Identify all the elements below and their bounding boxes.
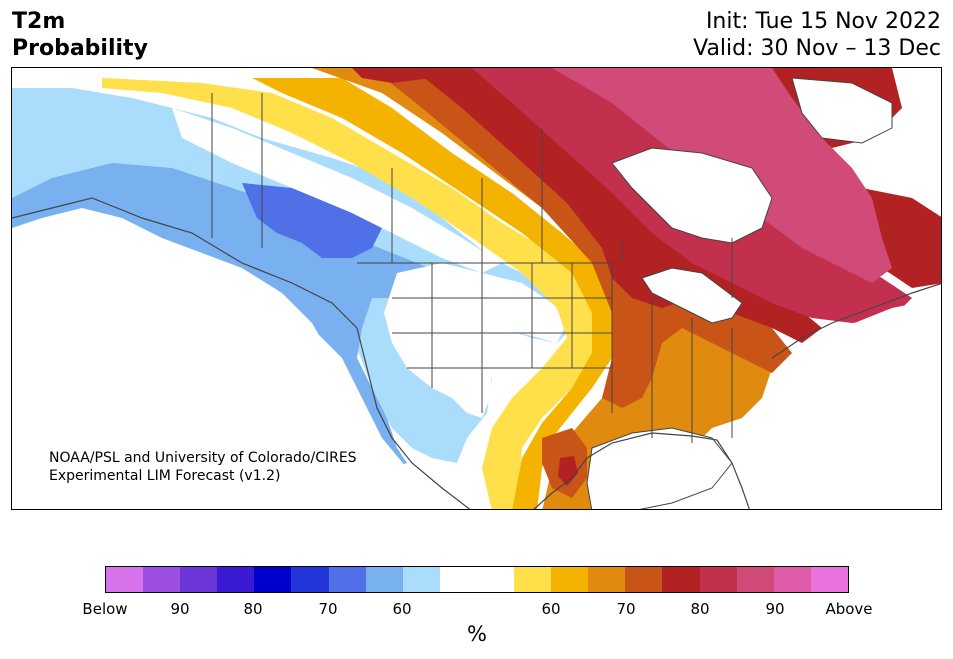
neutral-canada-band [172,108,502,273]
tick-warm-80: 80 [690,600,710,618]
valid-range: Valid: 30 Nov – 13 Dec [693,36,941,61]
tick-below: Below [82,600,128,618]
colorbar-swatch-3 [217,567,255,592]
colorbar-swatch-18 [773,567,811,592]
warm-65-region [252,78,622,509]
cold-strong-region [242,183,382,258]
colorbar-swatch-13 [588,567,626,592]
colorbar-swatch-11 [514,567,552,592]
colorbar-swatch-1 [143,567,181,592]
colorbar-swatch-12 [551,567,589,592]
title-left: T2m Probability [12,8,148,62]
great-lakes [641,267,743,324]
colorbar-swatch-7 [365,567,403,592]
coastlines [12,197,941,509]
colorbar-swatch-14 [625,567,663,592]
init-date: Init: Tue 15 Nov 2022 [705,9,941,34]
colorbar-swatch-5 [291,567,329,592]
colorbar-swatch-15 [662,567,700,592]
colorbar-swatch-0 [106,567,144,592]
tick-warm-70: 70 [616,600,636,618]
colorbar-swatch-17 [736,567,774,592]
tick-cold-80: 80 [243,600,263,618]
tick-cold-90: 90 [170,600,190,618]
tick-cold-70: 70 [318,600,338,618]
colorbar-swatch-19 [810,567,848,592]
warm-80-arctic [352,68,432,83]
colorbar-swatch-16 [699,567,737,592]
tick-warm-60: 60 [541,600,561,618]
colorbar-swatch-10 [476,567,515,592]
credit-line1: NOAA/PSL and University of Colorado/CIRE… [49,450,357,466]
state-borders [211,93,733,443]
credit-text: NOAA/PSL and University of Colorado/CIRE… [49,449,357,485]
tick-warm-90: 90 [765,600,785,618]
colorbar [105,566,849,593]
colorbar-swatch-6 [328,567,366,592]
title-right: Init: Tue 15 Nov 2022 Valid: 30 Nov – 13… [693,8,941,62]
colorbar-swatch-2 [180,567,218,592]
tick-above: Above [825,600,873,618]
arctic-ocean [791,77,893,144]
gulf-of-mexico [586,427,733,509]
warm-75-region [372,68,792,408]
tick-cold-60: 60 [392,600,412,618]
credit-line2: Experimental LIM Forecast (v1.2) [49,468,281,484]
title-variable: T2m [12,9,66,34]
pacific-ocean [12,228,470,509]
warm-70-region [312,68,772,509]
atlantic-ocean [733,298,941,509]
colorbar-unit: % [467,622,487,646]
neutral-region [384,263,567,418]
colorbar-swatch-4 [254,567,292,592]
title-type: Probability [12,36,148,61]
colorbar-swatch-8 [402,567,440,592]
colorbar-swatch-9 [439,567,477,592]
warm-80-texas-core [558,456,578,486]
probability-map [12,68,941,509]
map-panel: NOAA/PSL and University of Colorado/CIRE… [11,67,942,510]
hudson-bay [611,147,773,244]
